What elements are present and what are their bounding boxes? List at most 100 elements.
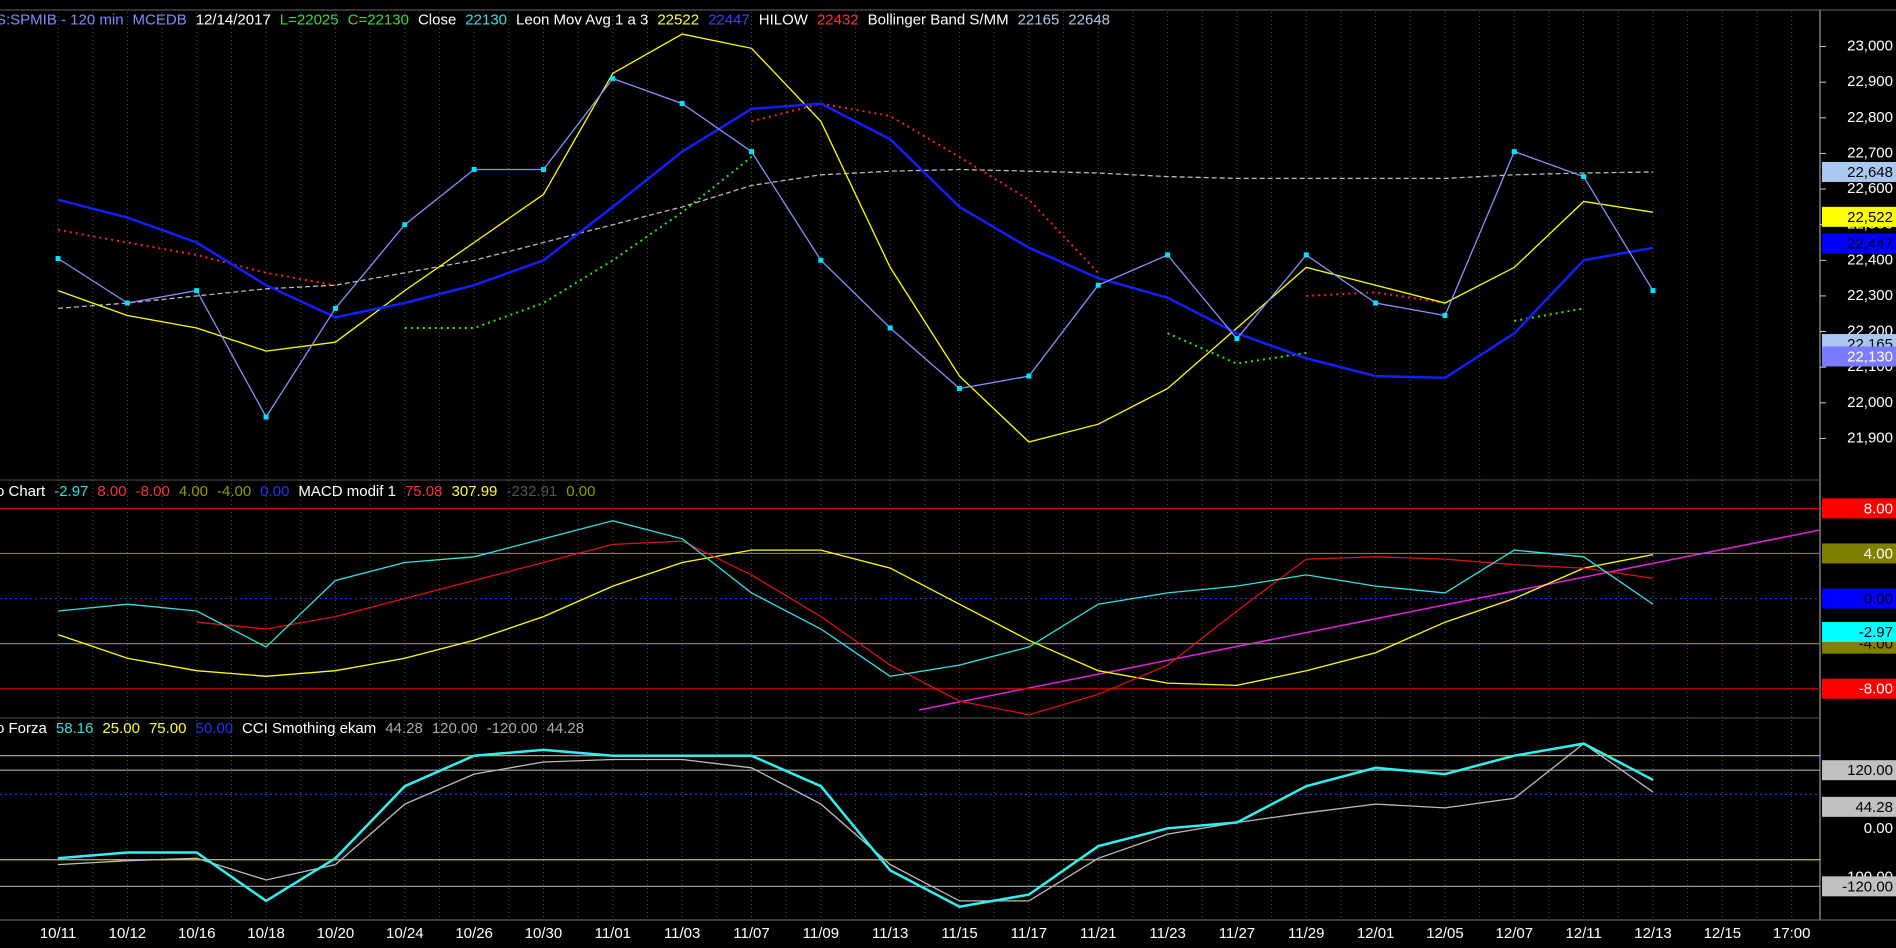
value-tag-label: -8.00 xyxy=(1859,681,1893,698)
header-text: Close xyxy=(418,11,456,28)
header-text: HILOW xyxy=(759,11,809,28)
value-tag xyxy=(1822,543,1896,564)
header-text: -8.00 xyxy=(136,483,170,500)
header-text: Bollinger Band S/MM xyxy=(868,11,1009,28)
series-line xyxy=(57,168,1654,310)
x-tick-label: 11/17 xyxy=(1011,925,1047,942)
value-tag xyxy=(1822,498,1896,519)
x-tick-label: 12/07 xyxy=(1496,925,1534,942)
header-text: -232.91 xyxy=(506,483,557,500)
header-text: 58.16 xyxy=(56,720,94,737)
value-tag xyxy=(1822,818,1896,839)
y-tick-label: 21,900 xyxy=(1847,429,1893,446)
series-line xyxy=(404,156,1584,365)
value-tag-label: 22,648 xyxy=(1847,164,1893,181)
value-tag xyxy=(1822,588,1896,609)
series-dot xyxy=(402,222,408,228)
series-dot xyxy=(332,305,338,311)
series-dot xyxy=(540,166,546,172)
x-tick-label: 12/15 xyxy=(1704,925,1742,942)
value-tag-label: 22,522 xyxy=(1847,209,1893,226)
header-text: -120.00 xyxy=(487,720,538,737)
value-tag-label: 0.00 xyxy=(1864,591,1893,608)
value-tag xyxy=(1822,233,1896,254)
series-dot xyxy=(749,149,755,155)
series-dot xyxy=(124,300,130,306)
header-text: 0.00 xyxy=(260,483,289,500)
header-text: CCI Smothing ekam xyxy=(242,720,376,737)
value-tag xyxy=(1822,796,1896,817)
value-tag-label: 4.00 xyxy=(1864,545,1893,562)
series-line xyxy=(57,742,1654,909)
header-text: 25.00 xyxy=(102,720,140,737)
header-text: 50.00 xyxy=(196,720,234,737)
header-text: MACD modif 1 xyxy=(298,483,396,500)
header-text: 307.99 xyxy=(452,483,498,500)
series-dot xyxy=(194,288,200,294)
header-text: 4.00 xyxy=(179,483,208,500)
value-tag-label: 120.00 xyxy=(1847,762,1893,779)
series-dot xyxy=(957,386,963,392)
series-line xyxy=(57,549,1654,687)
x-tick-label: 11/27 xyxy=(1219,925,1255,942)
x-tick-label: 10/30 xyxy=(525,925,563,942)
value-tag-label: -120.00 xyxy=(1842,878,1893,895)
x-tick-label: 10/11 xyxy=(40,925,76,942)
header-text: 120.00 xyxy=(432,720,478,737)
header-text: -2.97 xyxy=(54,483,88,500)
x-tick-label: 11/29 xyxy=(1288,925,1324,942)
header-text: MCEDB xyxy=(133,11,187,28)
series-line xyxy=(57,742,1654,902)
header-text: 22648 xyxy=(1068,11,1110,28)
header-text: -4.00 xyxy=(217,483,251,500)
y-tick-label: 22,000 xyxy=(1847,394,1893,411)
y-tick-label: 22,700 xyxy=(1847,144,1893,161)
series-line xyxy=(57,520,1654,677)
series-dot xyxy=(610,76,616,82)
value-tag-label: 0.00 xyxy=(1864,820,1893,837)
series-dot xyxy=(1650,288,1656,294)
header-text: 44.28 xyxy=(547,720,585,737)
x-tick-label: 10/12 xyxy=(109,925,147,942)
header-text: 22165 xyxy=(1018,11,1060,28)
header-text: 44.28 xyxy=(385,720,423,737)
header-text: S:SPMIB - 120 min xyxy=(0,11,124,28)
header-text: 0.00 xyxy=(566,483,595,500)
series-line xyxy=(57,102,1654,380)
header-text: 22522 xyxy=(657,11,699,28)
header-text: 75.08 xyxy=(405,483,443,500)
value-tag xyxy=(1822,876,1896,897)
x-tick-label: 10/26 xyxy=(455,925,493,942)
x-tick-label: 11/23 xyxy=(1149,925,1185,942)
series-dot xyxy=(1026,373,1032,379)
x-tick-label: 11/13 xyxy=(872,925,908,942)
y-tick-label: 22,900 xyxy=(1847,73,1893,90)
value-tag xyxy=(1822,678,1896,699)
value-tag xyxy=(1822,346,1896,367)
series-dot xyxy=(887,325,893,331)
trend-line xyxy=(918,529,1821,711)
x-tick-label: 11/09 xyxy=(803,925,839,942)
value-tag-label: 22,447 xyxy=(1847,236,1893,253)
series-dot xyxy=(55,256,61,262)
header-text: o Forza xyxy=(0,720,48,737)
header-text: 75.00 xyxy=(149,720,187,737)
series-dot xyxy=(1165,252,1171,258)
x-tick-label: 11/03 xyxy=(664,925,700,942)
y-tick-label: 22,300 xyxy=(1847,287,1893,304)
series-dot xyxy=(1095,282,1101,288)
y-tick-label: 22,800 xyxy=(1847,109,1893,126)
series-dot xyxy=(1303,252,1309,258)
value-tag xyxy=(1822,161,1896,182)
series-dot xyxy=(1442,313,1448,319)
series-line xyxy=(57,77,1654,419)
series-dot xyxy=(1234,336,1240,342)
y-tick-label: 23,000 xyxy=(1847,38,1893,55)
x-tick-label: 17:00 xyxy=(1773,925,1811,942)
x-tick-label: 12/05 xyxy=(1426,925,1464,942)
series-dot xyxy=(263,414,269,420)
series-dot xyxy=(471,166,477,172)
